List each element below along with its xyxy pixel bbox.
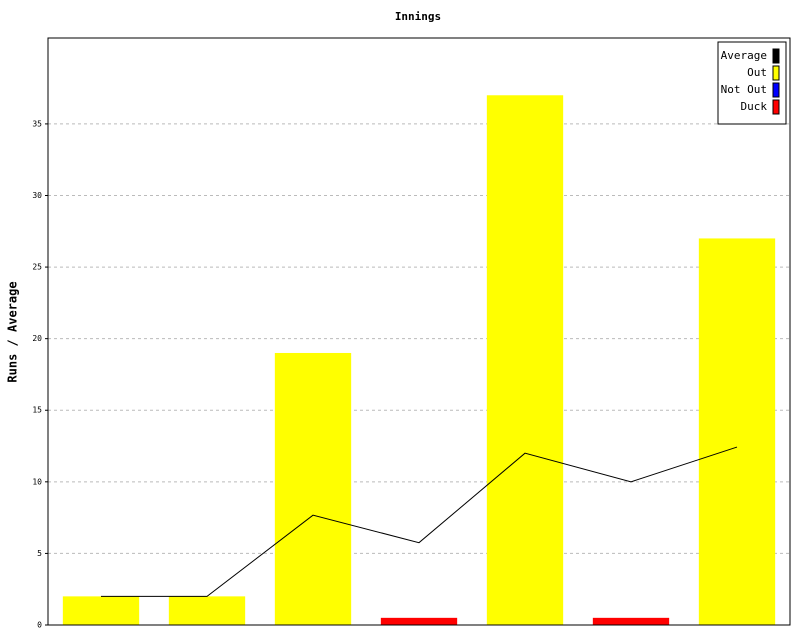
legend-swatch bbox=[772, 65, 780, 81]
bar bbox=[486, 95, 564, 625]
plot-frame bbox=[47, 37, 791, 626]
bar bbox=[592, 617, 670, 625]
bar bbox=[168, 596, 246, 625]
y-axis-label: Runs / Average bbox=[6, 281, 20, 382]
chart-title: Innings bbox=[395, 10, 441, 23]
legend-label: Average bbox=[721, 49, 767, 62]
y-tick-label: 30 bbox=[32, 191, 42, 200]
legend-swatch bbox=[772, 48, 780, 64]
bar bbox=[698, 238, 776, 625]
y-tick-label: 35 bbox=[32, 119, 42, 128]
y-tick-label: 0 bbox=[37, 621, 42, 630]
y-tick-label: 5 bbox=[37, 549, 42, 558]
legend-label: Not Out bbox=[721, 83, 767, 96]
y-tick-label: 20 bbox=[32, 334, 42, 343]
legend-label: Out bbox=[747, 66, 767, 79]
legend-swatch bbox=[772, 99, 780, 115]
bar bbox=[274, 352, 352, 625]
y-tick-label: 10 bbox=[32, 477, 42, 486]
legend-label: Duck bbox=[741, 100, 768, 113]
y-tick-label: 25 bbox=[32, 263, 42, 272]
bar bbox=[62, 596, 140, 625]
y-tick-label: 15 bbox=[32, 406, 42, 415]
average-line bbox=[101, 446, 738, 597]
legend-swatch bbox=[772, 82, 780, 98]
bar bbox=[380, 617, 458, 625]
